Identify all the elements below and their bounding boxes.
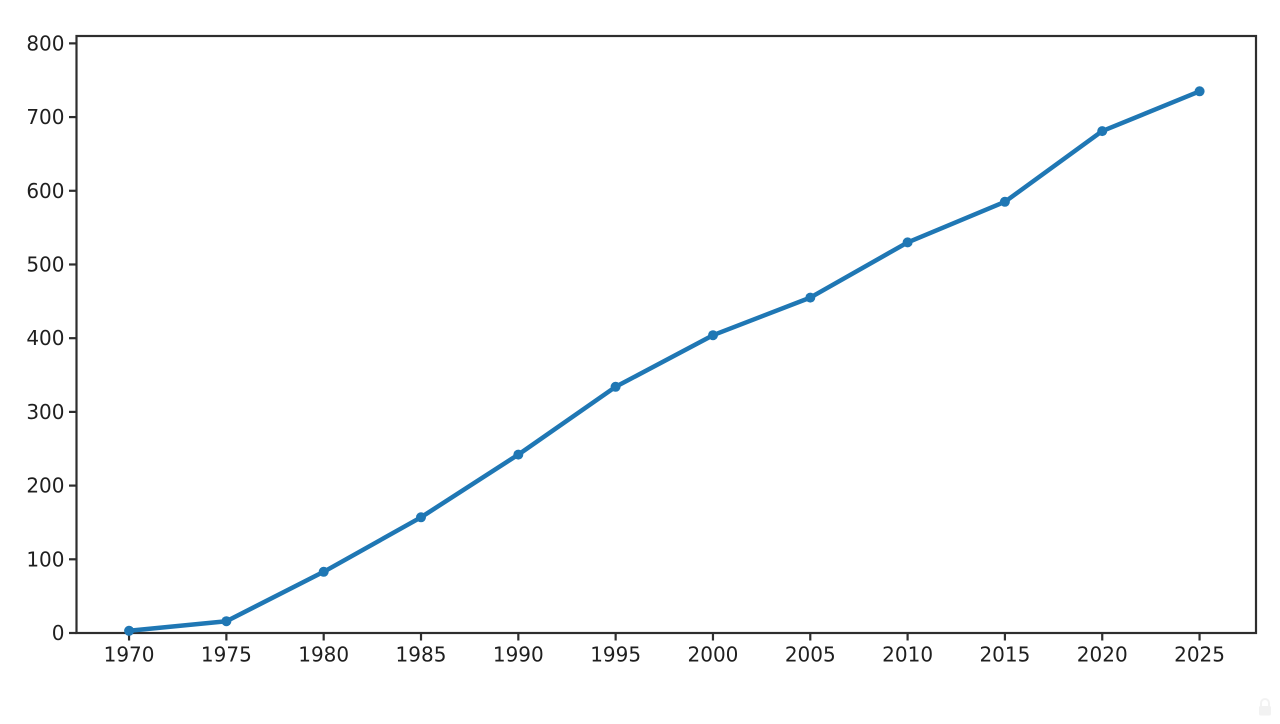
- data-point-marker: [708, 330, 718, 341]
- y-tick-label: 600: [26, 179, 64, 203]
- x-tick-label: 1990: [493, 643, 544, 667]
- x-axis-ticks: [127, 633, 1201, 641]
- x-axis-tick-labels: 1970 1975 1980 1985 1990 1995 2000 2005 2010 2015…: [104, 643, 1225, 667]
- axes-box: [75, 34, 1258, 635]
- x-tick-label: 2005: [785, 643, 836, 667]
- data-point-marker: [124, 625, 135, 636]
- plot-spines: [75, 34, 1258, 635]
- y-tick-label: 400: [26, 326, 64, 350]
- data-point-marker: [999, 196, 1010, 207]
- watermark-body: [1259, 706, 1271, 716]
- x-tick-label: 1995: [590, 643, 641, 667]
- data-point-marker: [1194, 86, 1205, 97]
- data-point-marker: [318, 566, 329, 577]
- y-axis-tick-labels: 0 100 200 300 400 500 600 700 800: [26, 31, 64, 645]
- data-series: [124, 86, 1205, 636]
- y-tick-label: 300: [26, 400, 64, 424]
- x-tick-label: 2000: [688, 643, 739, 667]
- x-tick-label: 1980: [298, 643, 349, 667]
- data-point-marker: [610, 381, 621, 392]
- y-tick-label: 700: [26, 105, 64, 129]
- data-point-marker: [902, 237, 913, 248]
- y-tick-label: 100: [26, 547, 64, 571]
- x-tick-label: 2020: [1077, 643, 1128, 667]
- data-point-marker: [513, 449, 524, 460]
- x-tick-label: 2025: [1174, 643, 1225, 667]
- data-point-marker: [416, 512, 426, 523]
- y-tick-label: 0: [52, 621, 65, 645]
- y-tick-label: 500: [26, 252, 64, 276]
- x-tick-label: 1970: [104, 643, 155, 667]
- data-point-marker: [1097, 126, 1108, 137]
- watermark-icon: [1257, 697, 1273, 717]
- y-axis-ticks: [69, 42, 77, 635]
- watermark-shackle: [1260, 698, 1270, 706]
- x-tick-label: 2015: [979, 643, 1030, 667]
- series-line: [126, 89, 1202, 634]
- data-point-marker: [221, 616, 232, 627]
- x-tick-label: 1975: [201, 643, 252, 667]
- data-point-marker: [805, 292, 816, 303]
- y-tick-label: 200: [26, 474, 64, 498]
- x-tick-label: 1985: [396, 643, 447, 667]
- x-tick-label: 2010: [882, 643, 933, 667]
- y-tick-label: 800: [26, 31, 64, 55]
